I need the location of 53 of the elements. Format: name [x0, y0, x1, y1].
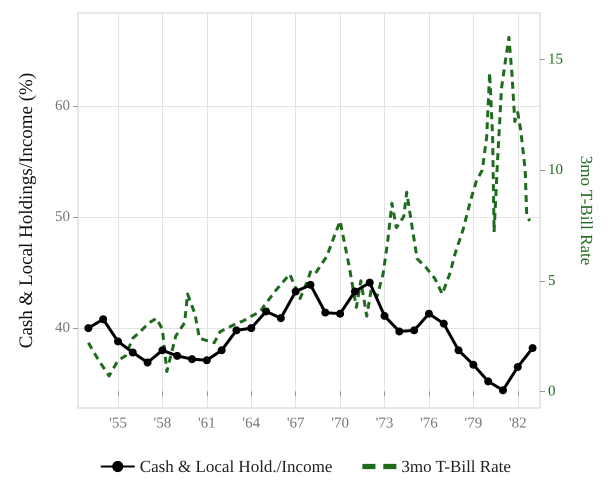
point: [514, 362, 522, 371]
legend-label: 3mo T-Bill Rate: [401, 457, 511, 476]
line-series: [86, 36, 532, 378]
point: [218, 346, 226, 354]
x-tick-label: '61: [198, 416, 216, 432]
point: [99, 315, 108, 324]
point: [424, 310, 433, 318]
point: [498, 386, 507, 394]
y2-axis-title: 3mo T-Bill Rate: [577, 156, 596, 266]
point: [128, 348, 137, 357]
point: [232, 326, 240, 334]
x-tick-label: '70: [331, 416, 349, 432]
point: [454, 346, 463, 354]
y2-tick-label: 15: [548, 51, 563, 68]
x-tick-label: '55: [109, 416, 127, 432]
point: [395, 327, 404, 336]
point: [306, 280, 314, 289]
point: [336, 310, 344, 318]
point: [276, 314, 285, 322]
x-tick-label: '76: [420, 416, 438, 432]
y-axis-title: Cash & Local Holdings/Income (%): [16, 72, 37, 348]
point: [144, 358, 152, 367]
x-tick-label: '64: [242, 416, 261, 432]
point: [366, 278, 374, 287]
x-tick-label: '58: [154, 416, 172, 432]
x-tick-label: '82: [508, 416, 527, 432]
y-tick-label: 40: [55, 320, 70, 336]
point: [202, 356, 211, 364]
point: [158, 346, 166, 354]
y2-tick-label: 5: [548, 272, 556, 289]
point: [484, 377, 492, 386]
point: [321, 308, 330, 317]
y-tick-label: 60: [55, 98, 70, 114]
point: [247, 324, 256, 332]
point: [380, 312, 389, 320]
point: [188, 355, 196, 364]
point: [410, 326, 418, 334]
x-tick-label: '73: [376, 416, 394, 432]
y2-tick-label: 10: [548, 162, 563, 178]
point: [350, 288, 359, 296]
point: [440, 320, 448, 328]
point: [262, 307, 270, 316]
x-tick-label: '79: [464, 416, 482, 432]
y2-tick-label: 0: [548, 383, 556, 400]
point: [528, 344, 537, 352]
point: [469, 360, 478, 369]
point: [84, 324, 92, 332]
point: [292, 288, 300, 296]
point: [114, 337, 122, 346]
legend-label: Cash & Local Hold./Income: [140, 457, 332, 476]
y-tick-label: 50: [55, 209, 70, 226]
x-tick-label: '67: [286, 416, 306, 432]
point: [173, 352, 182, 360]
